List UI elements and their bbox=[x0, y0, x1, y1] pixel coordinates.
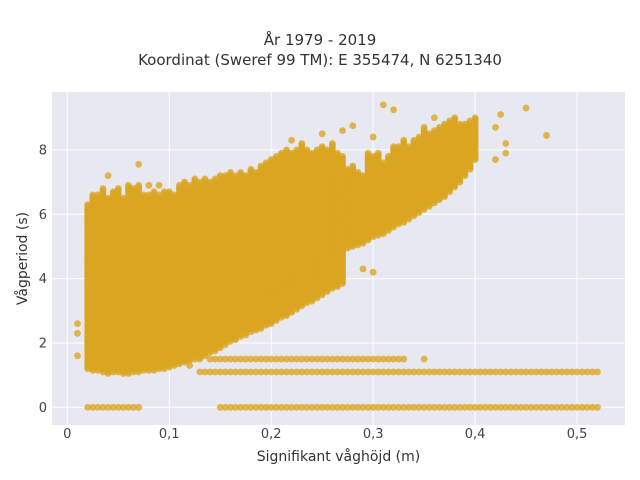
main-band-point bbox=[155, 191, 163, 199]
main-band-point bbox=[145, 191, 153, 199]
upper-band-point bbox=[374, 149, 382, 157]
main-band-point bbox=[298, 140, 306, 147]
main-band-point bbox=[303, 146, 311, 154]
main-band-point bbox=[140, 191, 148, 199]
main-band-point bbox=[89, 191, 97, 199]
upper-band-point bbox=[334, 165, 341, 173]
upper-band-point bbox=[323, 169, 331, 176]
main-band-point bbox=[247, 165, 255, 173]
main-band-point bbox=[196, 178, 204, 186]
main-band-point bbox=[125, 181, 132, 189]
main-band-point bbox=[135, 181, 143, 189]
main-band-point bbox=[339, 152, 346, 160]
main-band-point bbox=[211, 175, 219, 183]
main-band-point bbox=[150, 188, 158, 196]
main-band-point bbox=[278, 149, 285, 157]
main-band-point bbox=[221, 172, 229, 180]
main-band-point bbox=[227, 169, 234, 176]
main-band-point bbox=[186, 181, 194, 189]
main-band-point bbox=[318, 143, 326, 151]
upper-band-point bbox=[359, 172, 367, 180]
upper-band-point bbox=[349, 162, 357, 170]
main-band-point bbox=[272, 152, 280, 160]
upper-band-point bbox=[364, 149, 372, 157]
main-band-point bbox=[242, 172, 250, 180]
chart-title-line-1: År 1979 - 2019 bbox=[263, 31, 377, 49]
main-band-point bbox=[267, 156, 275, 163]
main-band-point bbox=[313, 146, 321, 154]
main-band-point bbox=[283, 146, 290, 154]
upper-band-point bbox=[369, 152, 377, 160]
main-band-point bbox=[170, 191, 178, 199]
main-band-point bbox=[232, 172, 239, 180]
main-band-point bbox=[323, 146, 331, 154]
main-band-point bbox=[216, 172, 224, 180]
main-band-point bbox=[160, 188, 168, 196]
upper-band-point bbox=[328, 169, 336, 176]
main-band-point bbox=[293, 146, 301, 154]
main-band-point bbox=[181, 178, 188, 186]
main-band-point bbox=[109, 188, 117, 196]
scatter-points bbox=[74, 101, 601, 411]
main-band-point bbox=[104, 194, 112, 202]
main-band-point bbox=[328, 140, 336, 147]
chart-title-line-2: Koordinat (Sweref 99 TM): E 355474, N 62… bbox=[138, 51, 502, 69]
main-band-point bbox=[257, 162, 265, 170]
main-band-point bbox=[84, 201, 92, 209]
main-band-point bbox=[176, 181, 183, 189]
main-band-point bbox=[130, 185, 137, 192]
main-band-point bbox=[114, 185, 122, 192]
upper-band-point bbox=[354, 169, 362, 176]
main-band-point bbox=[308, 149, 316, 157]
main-band-point bbox=[237, 169, 245, 176]
main-band-point bbox=[201, 175, 209, 183]
main-band-point bbox=[165, 188, 173, 196]
main-band-point bbox=[252, 169, 260, 176]
main-band-point bbox=[94, 191, 102, 199]
main-band-point bbox=[191, 175, 199, 183]
upper-band-point bbox=[339, 169, 346, 176]
upper-band-point bbox=[379, 159, 387, 167]
main-band-point bbox=[334, 149, 341, 157]
upper-band-point bbox=[344, 165, 352, 173]
main-band-point bbox=[99, 185, 107, 192]
main-band-point bbox=[288, 149, 295, 157]
main-band-point bbox=[262, 159, 270, 167]
main-band-point bbox=[119, 194, 127, 202]
main-band-point bbox=[206, 178, 214, 186]
